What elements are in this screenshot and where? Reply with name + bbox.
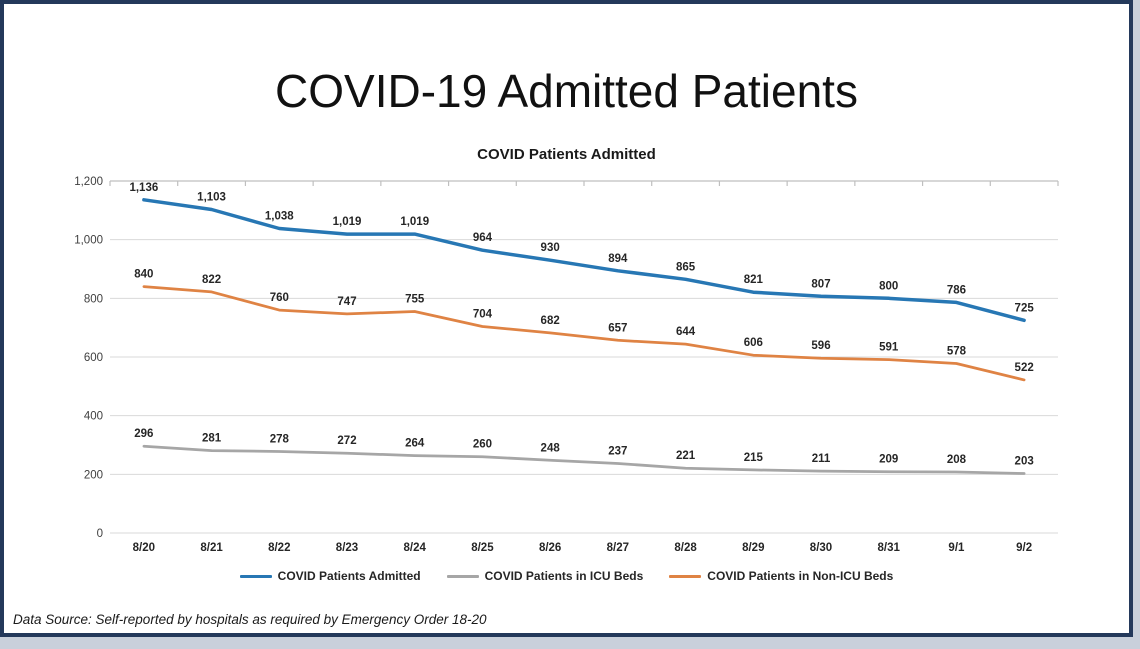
data-label: 578 bbox=[947, 345, 967, 357]
data-label: 704 bbox=[473, 308, 493, 320]
data-label: 606 bbox=[744, 337, 763, 349]
x-axis-label: 8/28 bbox=[674, 542, 697, 554]
data-label: 203 bbox=[1015, 455, 1034, 467]
data-label: 760 bbox=[270, 292, 289, 304]
legend-item: COVID Patients in Non-ICU Beds bbox=[669, 569, 893, 583]
x-axis-label: 8/22 bbox=[268, 542, 290, 554]
legend-item: COVID Patients in ICU Beds bbox=[446, 569, 644, 583]
x-axis-label: 9/2 bbox=[1016, 542, 1032, 554]
line-chart: 0 200 400 600 800 1,000 1,200 1,136 1,103 1,038 1,… bbox=[74, 176, 1059, 554]
data-label: 1,019 bbox=[400, 216, 429, 228]
data-label: 1,136 bbox=[129, 182, 158, 194]
data-label: 278 bbox=[270, 433, 290, 445]
data-label: 1,019 bbox=[333, 216, 362, 228]
page-title: COVID-19 Admitted Patients bbox=[275, 65, 858, 117]
data-label: 248 bbox=[541, 442, 561, 454]
x-axis-label: 8/29 bbox=[742, 542, 764, 554]
y-axis-tick-label: 1,000 bbox=[74, 235, 103, 247]
x-axis-label: 8/24 bbox=[404, 542, 427, 554]
data-label: 894 bbox=[608, 253, 628, 265]
chart-title: COVID Patients Admitted bbox=[477, 146, 656, 163]
data-label: 865 bbox=[676, 261, 696, 273]
data-label: 755 bbox=[405, 294, 425, 306]
y-axis-tick-label: 400 bbox=[84, 411, 103, 423]
data-label: 264 bbox=[405, 438, 425, 450]
data-label: 272 bbox=[337, 435, 356, 447]
y-axis-tick-label: 600 bbox=[84, 352, 103, 364]
y-axis-tick-label: 800 bbox=[84, 293, 103, 305]
data-label: 930 bbox=[541, 242, 560, 254]
data-label: 221 bbox=[676, 450, 696, 462]
data-label: 821 bbox=[744, 274, 764, 286]
data-label: 1,038 bbox=[265, 211, 294, 223]
slide-frame: COVID-19 Admitted Patients COVID Patient… bbox=[0, 0, 1133, 637]
x-axis-label: 8/26 bbox=[539, 542, 561, 554]
data-label: 964 bbox=[473, 232, 493, 244]
data-label: 281 bbox=[202, 433, 222, 445]
data-label: 657 bbox=[608, 322, 627, 334]
data-label: 596 bbox=[811, 340, 830, 352]
series-line-2 bbox=[142, 444, 1026, 475]
y-axis-tick-label: 1,200 bbox=[74, 176, 103, 188]
data-label: 296 bbox=[134, 428, 153, 440]
data-label: 522 bbox=[1015, 362, 1034, 374]
data-label: 747 bbox=[337, 296, 356, 308]
data-label: 725 bbox=[1015, 302, 1035, 314]
x-axis-label: 8/23 bbox=[336, 542, 358, 554]
data-label: 807 bbox=[811, 278, 830, 290]
data-label: 644 bbox=[676, 326, 696, 338]
x-axis-label: 9/1 bbox=[948, 542, 965, 554]
data-label: 822 bbox=[202, 274, 221, 286]
y-axis-tick-label: 0 bbox=[97, 528, 103, 540]
data-label: 682 bbox=[541, 315, 560, 327]
legend-label: COVID Patients in ICU Beds bbox=[484, 569, 644, 583]
data-label: 260 bbox=[473, 439, 492, 451]
data-label: 211 bbox=[812, 453, 831, 465]
legend-label: COVID Patients in Non-ICU Beds bbox=[707, 569, 894, 583]
x-axis-label: 8/31 bbox=[878, 542, 901, 554]
y-axis-tick-label: 200 bbox=[84, 469, 103, 481]
data-label: 786 bbox=[947, 284, 966, 296]
series-line-1 bbox=[142, 198, 1026, 323]
data-label: 237 bbox=[608, 445, 627, 457]
data-label: 215 bbox=[744, 452, 764, 464]
x-axis-label: 8/21 bbox=[200, 542, 223, 554]
data-label: 591 bbox=[879, 342, 899, 354]
legend-line-swatch bbox=[446, 574, 479, 578]
legend-line-swatch bbox=[239, 574, 272, 578]
series-line-3 bbox=[142, 285, 1026, 382]
chart-legend: COVID Patients Admitted COVID Patients in… bbox=[0, 569, 1133, 583]
data-source-note: Data Source: Self-reported by hospitals … bbox=[13, 612, 487, 627]
legend-label: COVID Patients Admitted bbox=[277, 569, 421, 583]
data-label: 209 bbox=[879, 454, 898, 466]
legend-line-swatch bbox=[669, 574, 702, 578]
data-label: 840 bbox=[134, 269, 153, 281]
data-label: 800 bbox=[879, 280, 898, 292]
data-label: 208 bbox=[947, 454, 967, 466]
x-axis-label: 8/27 bbox=[607, 542, 629, 554]
legend-item: COVID Patients Admitted bbox=[239, 569, 421, 583]
data-label: 1,103 bbox=[197, 191, 226, 203]
x-axis-label: 8/30 bbox=[810, 542, 832, 554]
x-axis-label: 8/25 bbox=[471, 542, 494, 554]
x-axis-label: 8/20 bbox=[133, 542, 155, 554]
